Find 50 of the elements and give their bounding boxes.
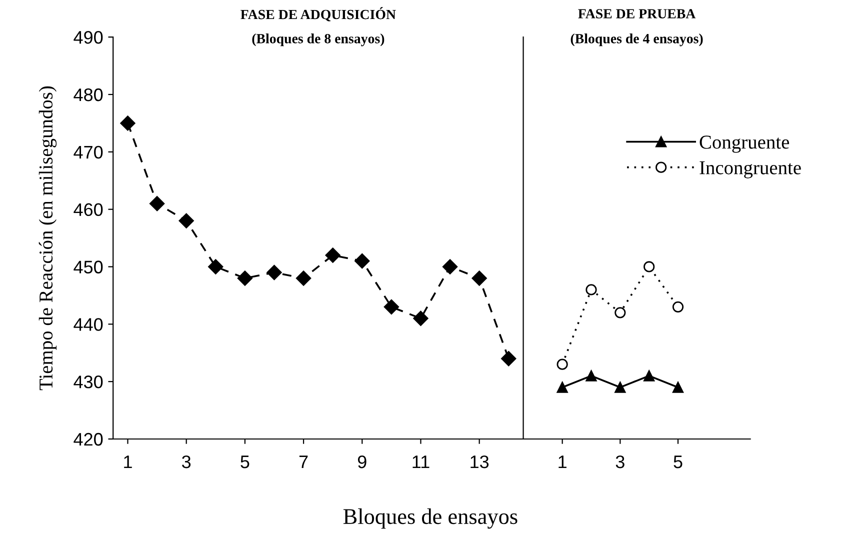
point bbox=[208, 259, 224, 274]
point bbox=[614, 307, 626, 318]
x-tick-label: 3 bbox=[616, 455, 624, 468]
point bbox=[178, 213, 194, 228]
point bbox=[354, 253, 370, 269]
y-tick-label: 490 bbox=[74, 30, 103, 44]
point bbox=[266, 264, 282, 280]
chart-subtitle: (Bloques de 8 ensayos) bbox=[252, 34, 384, 46]
point bbox=[644, 370, 655, 382]
x-tick-label: 7 bbox=[299, 456, 308, 468]
y-tick-label: 450 bbox=[74, 260, 103, 274]
point bbox=[556, 358, 568, 370]
y-tick-label: 480 bbox=[74, 88, 103, 102]
point bbox=[501, 351, 516, 366]
y-tick-label: 430 bbox=[74, 376, 103, 388]
point bbox=[644, 261, 655, 272]
legend-label: Congruente bbox=[700, 136, 790, 153]
legend-label: Incongruente bbox=[700, 161, 801, 178]
y-tick-label: 440 bbox=[74, 318, 103, 331]
x-tick-label: 9 bbox=[358, 455, 366, 468]
point bbox=[614, 382, 626, 393]
point bbox=[672, 382, 684, 393]
point bbox=[325, 248, 340, 263]
point bbox=[672, 301, 684, 312]
x-tick-label: 13 bbox=[470, 455, 489, 468]
y-axis-title: Tiempo de Reacción (en milisegundos) bbox=[38, 86, 57, 390]
chart-subtitle: (Bloques de 4 ensayos) bbox=[570, 34, 703, 46]
point bbox=[556, 382, 568, 393]
x-tick-label: 1 bbox=[558, 456, 566, 468]
x-axis-title: Bloques de ensayos bbox=[343, 508, 518, 529]
point bbox=[442, 259, 458, 274]
x-tick-label: 5 bbox=[674, 456, 682, 468]
x-tick-label: 11 bbox=[412, 456, 430, 468]
x-tick-label: 3 bbox=[182, 455, 191, 468]
point bbox=[472, 270, 487, 286]
y-tick-label: 420 bbox=[74, 432, 103, 446]
y-tick-label: 460 bbox=[74, 203, 103, 216]
point bbox=[149, 196, 165, 212]
point bbox=[413, 310, 428, 326]
chart-title: FASE DE PRUEBA bbox=[578, 9, 696, 18]
point bbox=[586, 284, 597, 296]
point bbox=[586, 370, 597, 382]
point bbox=[120, 116, 136, 131]
x-tick-label: 1 bbox=[124, 456, 132, 468]
chart-title: FASE DE ADQUISICIÓN bbox=[240, 7, 396, 22]
point bbox=[237, 270, 253, 286]
point bbox=[384, 299, 400, 314]
x-tick-label: 5 bbox=[240, 456, 250, 468]
y-tick-label: 470 bbox=[74, 146, 103, 159]
point bbox=[296, 270, 312, 286]
